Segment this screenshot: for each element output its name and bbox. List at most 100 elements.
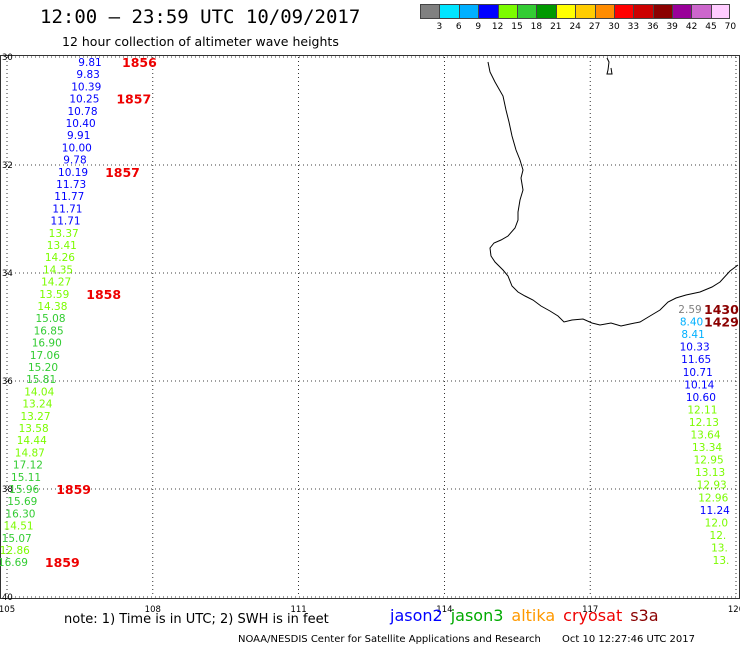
wave-height-label: 15.96 [9, 484, 39, 496]
wave-height-label: 11.24 [700, 505, 730, 517]
legend-tick-label: 39 [666, 22, 678, 32]
legend-swatch [672, 4, 692, 19]
legend-tick-label: 6 [455, 22, 462, 32]
wave-height-label: 13.13 [695, 467, 725, 479]
lat-tick-label: 32 [2, 161, 13, 171]
legend-tick-label: 45 [705, 22, 717, 32]
legend-tick-label: 36 [647, 22, 659, 32]
wave-height-label: 14.26 [45, 252, 75, 264]
wave-height-label: 2.59 [678, 304, 701, 316]
pass-time-label: 1858 [86, 287, 121, 302]
legend-swatch [633, 4, 653, 19]
axis-labels: 105 108 111 114 117 120 30 32 34 36 38 40 [0, 53, 740, 615]
mission-jason2: jason2 [390, 606, 443, 625]
wave-height-label: 15.07 [2, 533, 32, 545]
wave-height-label: 11.77 [54, 191, 84, 203]
lat-tick-label: 36 [2, 377, 13, 387]
legend-swatch [575, 4, 595, 19]
wave-height-label: 14.38 [37, 301, 67, 313]
legend-swatch [536, 4, 556, 19]
credit-line: NOAA/NESDIS Center for Satellite Applica… [238, 634, 695, 645]
mission-jason3: jason3 [450, 606, 504, 625]
wave-height-label: 10.19 [58, 167, 88, 179]
footnote: note: 1) Time is in UTC; 2) SWH is in fe… [64, 612, 329, 627]
wave-height-label: 12.13 [689, 417, 719, 429]
legend-tick-label: 12 [491, 22, 504, 32]
generation-timestamp: Oct 10 12:27:46 UTC 2017 [562, 634, 695, 645]
lon-tick-label: 108 [145, 605, 161, 615]
wave-height-label: 8.41 [681, 329, 704, 341]
wave-height-label: 13.24 [22, 399, 52, 411]
wave-height-label: 13.27 [20, 411, 50, 423]
legend-tick-label: 3 [436, 22, 443, 32]
wave-height-label: 13.58 [19, 423, 49, 435]
wave-height-label: 15.20 [28, 362, 58, 374]
lat-tick-label: 34 [2, 269, 13, 279]
legend-swatch [652, 4, 673, 19]
legend-tick-label: 9 [475, 22, 482, 32]
legend-tick-label: 27 [588, 22, 601, 32]
map-grid [6, 56, 737, 598]
wave-height-label: 16.85 [34, 325, 64, 337]
credit-org: NOAA/NESDIS Center for Satellite Applica… [238, 634, 541, 645]
page-subtitle: 12 hour collection of altimeter wave hei… [62, 34, 339, 49]
pass-time-label: 1859 [56, 482, 91, 497]
legend-swatch [710, 4, 731, 19]
legend-swatch [439, 4, 459, 19]
legend-swatch [516, 4, 537, 19]
pass-time-label: 1859 [45, 555, 80, 570]
legend-swatch [555, 4, 576, 19]
legend-tick-label: 30 [608, 22, 620, 32]
pass-time-label: 1856 [122, 55, 157, 70]
page-title: 12:00 – 23:59 UTC 10/09/2017 [40, 6, 361, 28]
wave-height-label: 15.81 [26, 374, 56, 386]
wave-height-label: 13.64 [690, 430, 720, 442]
pass-time-label: 1857 [105, 165, 140, 180]
wave-height-label: 10.14 [684, 379, 714, 391]
wave-height-label: 8.40 [680, 317, 703, 329]
legend-swatch [691, 4, 711, 19]
legend-tick-label: 15 [511, 22, 523, 32]
legend-swatch [458, 4, 479, 19]
wave-height-label: 12.11 [687, 404, 717, 416]
legend-swatch [420, 4, 440, 19]
legend-swatch [497, 4, 517, 19]
wave-height-label: 12.0 [705, 517, 728, 529]
coastline-australia [487, 61, 739, 327]
wave-height-label: 16.69 [0, 557, 28, 569]
legend-tick-label: 42 [685, 22, 698, 32]
wave-height-label: 17.12 [13, 460, 43, 472]
mission-altika: altika [511, 606, 556, 625]
wave-height-label: 13.34 [692, 442, 722, 454]
wave-height-label: 13. [711, 542, 728, 554]
satellite-pass: 9.819.8310.3910.2510.7810.409.9110.009.7… [0, 55, 157, 570]
wave-height-label: 14.27 [41, 277, 71, 289]
wave-height-label: 10.39 [71, 81, 101, 93]
legend-swatch [478, 4, 498, 19]
wave-height-label: 17.06 [30, 350, 60, 362]
wave-height-label: 9.91 [67, 130, 90, 142]
legend-tick-label: 70 [724, 22, 737, 32]
island-outline [606, 57, 613, 75]
pass-time-label: 1429 [704, 315, 739, 330]
legend-tick-label: 24 [569, 22, 581, 32]
mission-legend: jason2 jason3 altika cryosat s3a [390, 606, 667, 625]
wave-height-label: 14.04 [24, 386, 54, 398]
wave-height-label: 13.41 [47, 240, 77, 252]
wave-height-label: 13.59 [39, 289, 69, 301]
legend-tick-label: 21 [550, 22, 562, 32]
lon-tick-label: 120 [728, 605, 740, 615]
lat-tick-label: 40 [2, 593, 13, 603]
wave-height-label: 10.40 [66, 118, 96, 130]
wave-height-label: 9.78 [63, 155, 86, 167]
wave-height-label: 14.51 [4, 521, 34, 533]
wave-height-label: 14.35 [43, 264, 73, 276]
legend-tick-label: 33 [627, 22, 640, 32]
wave-height-label: 16.90 [32, 338, 62, 350]
mission-cryosat: cryosat [563, 606, 623, 625]
wave-height-label: 11.73 [56, 179, 86, 191]
pass-time-label: 1857 [116, 92, 151, 107]
lon-tick-label: 105 [0, 605, 15, 615]
